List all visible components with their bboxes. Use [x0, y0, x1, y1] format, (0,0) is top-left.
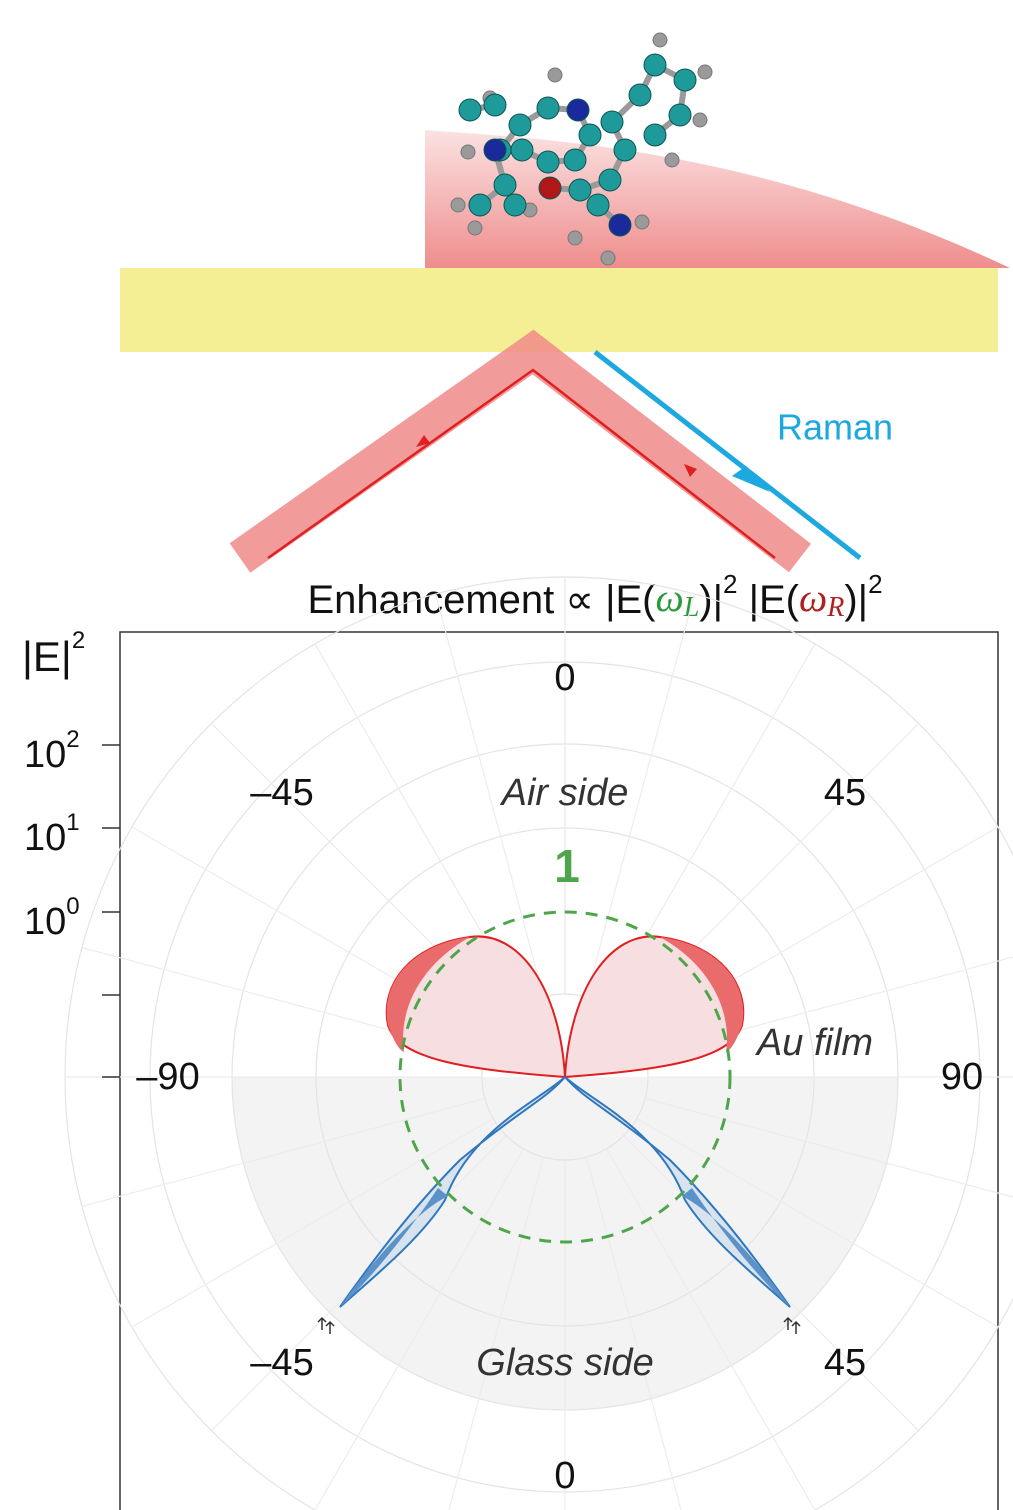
atom: [578, 123, 602, 147]
atom: [643, 53, 667, 77]
grid-spoke: [131, 1117, 494, 1328]
angle-label: –45: [250, 772, 313, 814]
molecule: [450, 32, 713, 266]
laser-beam: [229, 329, 811, 573]
atom: [503, 193, 527, 217]
arrow: [416, 435, 430, 447]
atom: [613, 138, 637, 162]
grid-spoke: [448, 1157, 545, 1510]
radial-tick-label: 101: [24, 809, 80, 859]
radial-ticks: [102, 744, 120, 1078]
atom: [538, 176, 562, 200]
atom: [568, 178, 592, 202]
radial-tick-label: 100: [24, 893, 80, 943]
atom: [628, 83, 652, 107]
atom: [598, 168, 622, 192]
grid-spoke: [636, 1117, 999, 1328]
raman-ray: [593, 350, 862, 560]
atom: [566, 98, 590, 122]
grid-spoke: [314, 1148, 525, 1510]
air-lobe: [563, 935, 745, 1079]
atom: [673, 68, 697, 92]
atom: [483, 93, 507, 117]
hydrogen: [634, 214, 650, 230]
atom: [483, 138, 507, 162]
hydrogen: [450, 197, 466, 213]
hydrogen: [652, 32, 668, 48]
region-label: Glass side: [476, 1342, 653, 1384]
angle-label: –45: [250, 1342, 313, 1384]
atom: [536, 96, 560, 120]
grid-spoke: [585, 1157, 682, 1510]
atom: [608, 213, 632, 237]
region-label: Au film: [755, 1022, 873, 1064]
arrow-mark: [783, 1316, 801, 1334]
air-lobe: [385, 935, 567, 1079]
hydrogen: [697, 64, 713, 80]
air-lobe-outer: [386, 937, 470, 1052]
angle-label: 0: [554, 1455, 575, 1497]
grid-spoke: [645, 1097, 1013, 1198]
glass-lobe: [339, 1076, 566, 1308]
grid-spoke: [585, 593, 695, 997]
radial-tick-label: 102: [24, 726, 80, 776]
grid-spoke: [81, 1097, 485, 1207]
hydrogen: [547, 67, 563, 83]
atom: [563, 148, 587, 172]
hydrogen: [567, 230, 583, 246]
arrow: [684, 464, 697, 477]
atom: [508, 113, 532, 137]
hydrogen: [600, 250, 616, 266]
atom: [468, 193, 492, 217]
glass-lobe-outer: [340, 1188, 448, 1307]
atom: [510, 138, 534, 162]
arrow: [732, 466, 770, 492]
hydrogen: [664, 152, 680, 168]
grid-spoke: [605, 1148, 816, 1510]
atom: [536, 150, 560, 174]
angle-label: 0: [554, 657, 575, 699]
equation: Enhancement ∝ |E(ωL)|2 |E(ωR)|2: [307, 569, 882, 624]
angle-label: 45: [824, 772, 866, 814]
gold-film: [120, 268, 998, 352]
atom: [643, 123, 667, 147]
hydrogen: [460, 144, 476, 160]
angle-label: –90: [136, 1056, 199, 1098]
raman-label: Raman: [777, 407, 893, 448]
angle-label: 90: [941, 1056, 983, 1098]
atom: [600, 110, 624, 134]
axis-title: |E|2: [22, 627, 85, 680]
atom: [668, 103, 692, 127]
hydrogen: [692, 112, 708, 128]
glass-lobe-outer: [682, 1188, 790, 1307]
atom: [493, 173, 517, 197]
region-label: Air side: [500, 772, 629, 814]
air-lobe-outer: [660, 937, 744, 1052]
grid-spoke: [435, 593, 545, 997]
atom: [586, 193, 610, 217]
atom: [458, 98, 482, 122]
laser-ray: [267, 368, 776, 560]
hydrogen: [467, 220, 483, 236]
arrow-mark: [317, 1316, 335, 1334]
angle-label: 45: [824, 1342, 866, 1384]
glass-lobe: [564, 1076, 791, 1308]
unit-circle-label: 1: [554, 840, 580, 892]
